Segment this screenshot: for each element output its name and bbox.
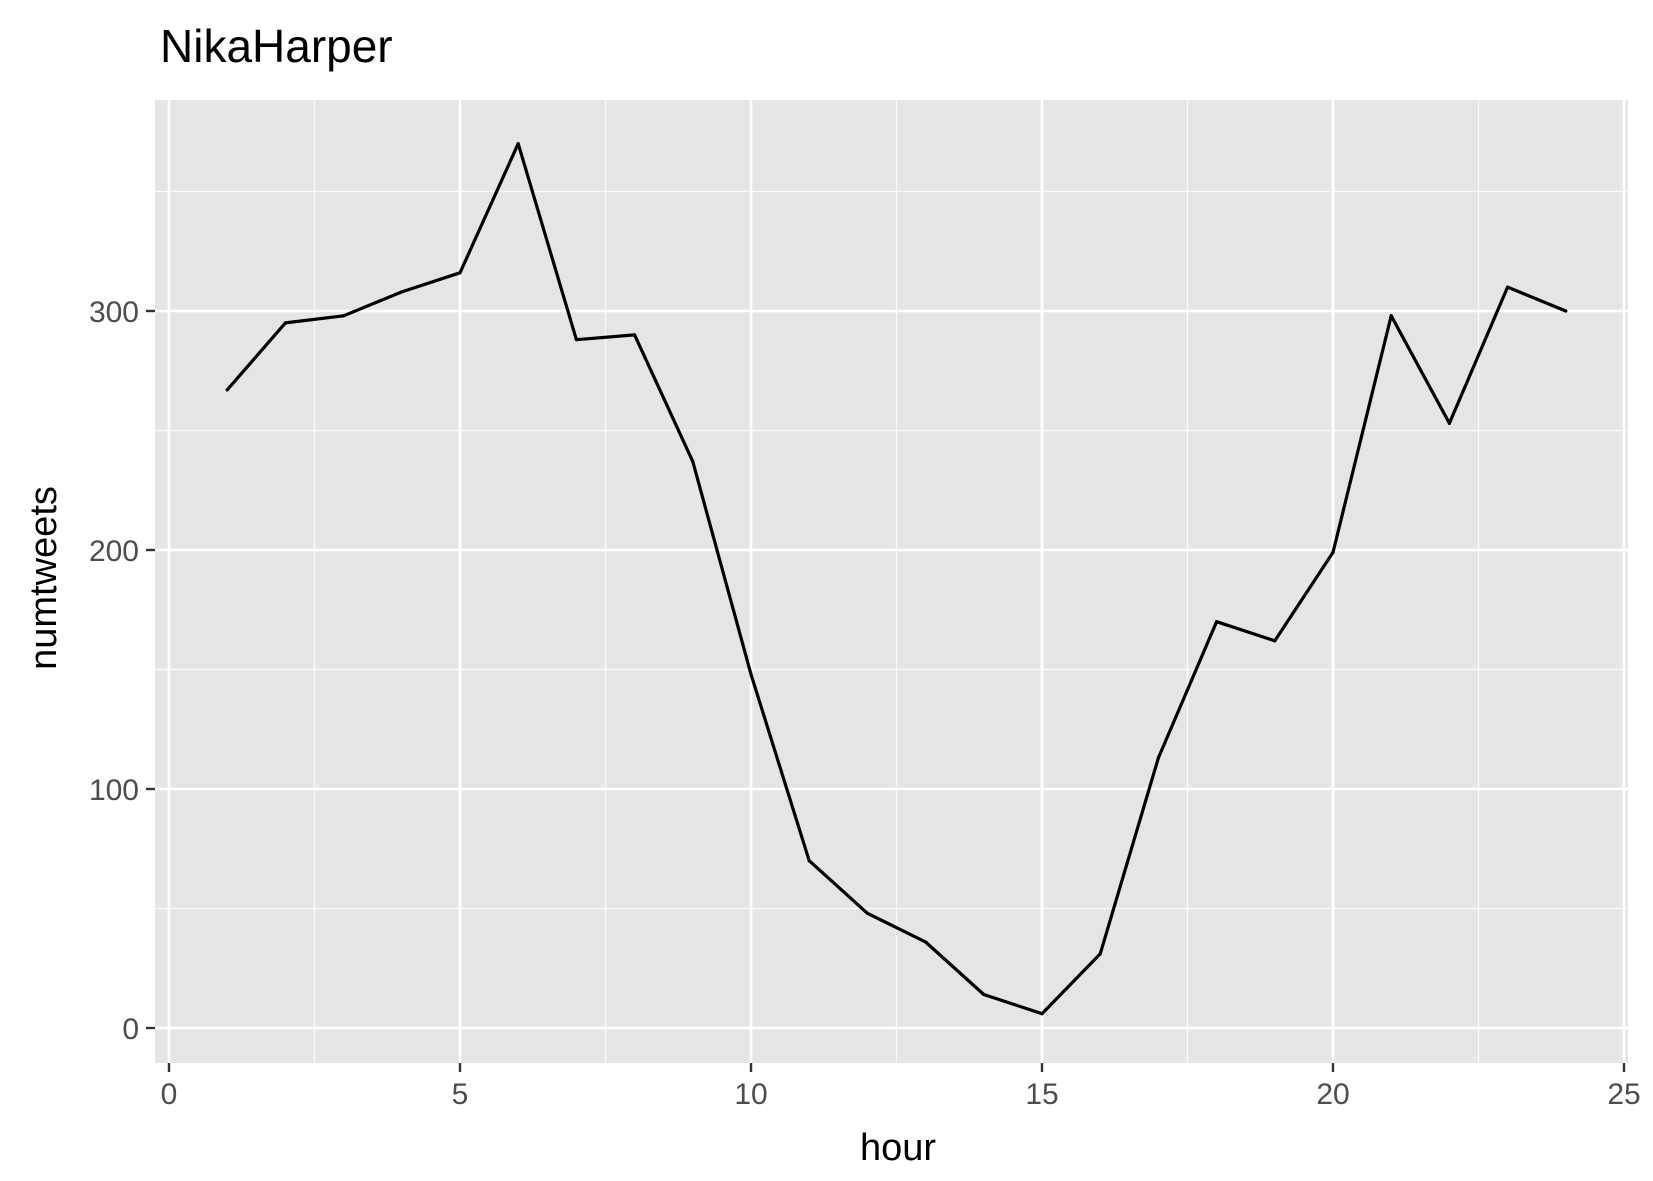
y-tick-label: 300 (89, 296, 139, 329)
axes: 0 5 10 15 20 25 0 100 200 300 (89, 296, 1641, 1111)
data-point-hour-19 (1273, 639, 1277, 643)
data-point-hour-15 (1040, 1012, 1044, 1016)
data-point-hour-4 (400, 290, 404, 294)
x-tick-label: 25 (1607, 1078, 1640, 1111)
y-axis-title: numtweets (23, 486, 65, 670)
data-point-hour-8 (633, 333, 637, 337)
x-tick-label: 5 (452, 1078, 469, 1111)
data-point-hour-10 (749, 672, 753, 676)
data-point-hour-12 (865, 911, 870, 915)
data-point-hour-16 (1098, 952, 1102, 956)
x-tick-label: 10 (734, 1078, 767, 1111)
data-point-hour-11 (807, 859, 811, 863)
x-tick-label: 15 (1025, 1078, 1058, 1111)
y-tick-label: 200 (89, 535, 139, 568)
data-point-hour-24 (1564, 309, 1568, 313)
data-point-hour-20 (1331, 550, 1335, 554)
data-point-hour-2 (283, 321, 287, 325)
data-point-hour-3 (342, 314, 346, 318)
y-tick-label: 100 (89, 774, 139, 807)
y-tick-label: 0 (122, 1013, 139, 1046)
data-point-hour-5 (458, 271, 462, 275)
series-line-numtweets (225, 142, 1567, 1016)
data-point-hour-7 (574, 338, 579, 342)
x-tick-label: 0 (161, 1078, 178, 1111)
x-axis-title: hour (860, 1127, 936, 1169)
x-tick-label: 20 (1316, 1078, 1349, 1111)
data-point-hour-1 (225, 388, 229, 392)
data-point-hour-13 (924, 940, 928, 944)
data-point-hour-6 (516, 142, 520, 146)
data-point-hour-17 (1156, 756, 1160, 760)
data-points (225, 142, 1568, 1016)
plot-panel (155, 100, 1628, 1063)
data-point-hour-9 (691, 459, 695, 464)
data-point-hour-18 (1215, 620, 1219, 624)
data-point-hour-22 (1447, 421, 1451, 425)
data-point-hour-23 (1506, 285, 1510, 289)
data-point-hour-14 (982, 992, 986, 997)
grid-lines (155, 100, 1628, 1063)
chart-title: NikaHarper (160, 20, 393, 72)
data-point-hour-21 (1389, 314, 1393, 318)
